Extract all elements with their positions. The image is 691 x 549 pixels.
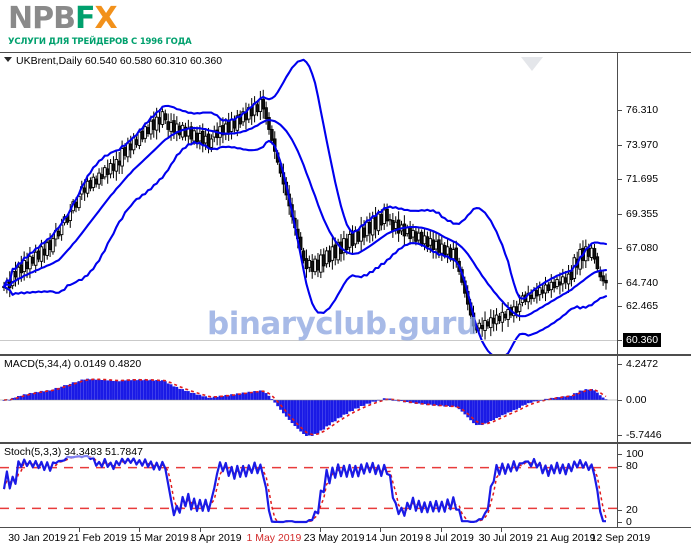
- price-pane: binaryclub.guru UKBrent,Daily 60.540 60.…: [0, 52, 691, 355]
- stoch-axis-tick: [618, 454, 622, 455]
- x-axis-label: 8 Jul 2019: [425, 532, 474, 544]
- macd-axis-tick: [618, 400, 622, 401]
- x-axis-label: 21 Aug 2019: [536, 532, 596, 544]
- price-pane-label-text: UKBrent,Daily 60.540 60.580 60.310 60.36…: [16, 55, 223, 67]
- current-price-line: [0, 340, 617, 341]
- price-axis-label: 69.355: [626, 208, 659, 220]
- macd-pane-label: MACD(5,34,4) 0.0149 0.4820: [4, 358, 142, 370]
- macd-plot-area[interactable]: [0, 356, 618, 442]
- price-axis-tick: [618, 340, 622, 341]
- logo-x-text: X: [94, 1, 117, 36]
- x-axis-tick: [139, 528, 141, 532]
- x-axis-label: 23 May 2019: [303, 532, 365, 544]
- stoch-axis-tick: [618, 466, 622, 467]
- price-axis-tick: [618, 214, 622, 215]
- x-axis-label: 1 May 2019: [246, 532, 302, 544]
- price-axis-label: 76.310: [626, 104, 659, 116]
- macd-axis-label: -5.7446: [626, 429, 662, 441]
- stoch-axis-tick: [618, 522, 622, 523]
- x-axis-tick: [199, 528, 201, 532]
- macd-series-svg: [0, 378, 617, 436]
- price-series-svg: [2, 58, 608, 354]
- x-axis-label: 30 Jul 2019: [478, 532, 533, 544]
- stoch-axis-label: 80: [626, 460, 638, 472]
- price-axis-tick: [618, 179, 622, 180]
- macd-axis-tick: [618, 435, 622, 436]
- price-y-axis: 76.310 73.970 71.695 69.355 67.080 64.740 62.4…: [618, 53, 691, 354]
- stochastic-plot-area[interactable]: [0, 444, 618, 527]
- x-axis-label: 15 Mar 2019: [129, 532, 189, 544]
- macd-axis-tick: [618, 364, 622, 365]
- stoch-axis-label: 100: [626, 448, 644, 460]
- logo-f-text: F: [74, 1, 95, 36]
- x-axis: 30 Jan 2019 21 Feb 2019 15 Mar 2019 8 Apr 2…: [0, 528, 691, 549]
- price-axis-label: 64.740: [626, 277, 659, 289]
- chart-container: binaryclub.guru UKBrent,Daily 60.540 60.…: [0, 52, 691, 549]
- ghost-arrow-icon: [521, 57, 543, 71]
- price-axis-tick: [618, 145, 622, 146]
- stochastic-series-svg: [0, 454, 617, 524]
- x-axis-tick: [380, 528, 382, 532]
- price-pane-label: UKBrent,Daily 60.540 60.580 60.310 60.36…: [4, 55, 223, 67]
- macd-axis-label: 0.00: [626, 394, 647, 406]
- logo-tagline: УСЛУГИ ДЛЯ ТРЕЙДЕРОВ С 1996 ГОДА: [8, 37, 192, 47]
- x-axis-tick: [440, 528, 442, 532]
- price-axis-tick: [618, 283, 622, 284]
- price-axis-tick: [618, 248, 622, 249]
- stoch-axis-label: 20: [626, 504, 638, 516]
- x-axis-tick: [79, 528, 81, 532]
- x-axis-label: 30 Jan 2019: [8, 532, 67, 544]
- macd-axis-label: 4.2472: [626, 358, 659, 370]
- price-axis-label: 73.970: [626, 139, 659, 151]
- x-axis-label: 14 Jun 2019: [365, 532, 424, 544]
- price-axis-label: 67.080: [626, 242, 659, 254]
- stochastic-pane: Stoch(5,3,3) 34.3483 51.7847 100 80 20 0: [0, 443, 691, 528]
- stoch-axis-tick: [618, 510, 622, 511]
- chevron-down-icon[interactable]: [4, 57, 12, 62]
- x-axis-label: 21 Feb 2019: [67, 532, 127, 544]
- x-axis-label: 8 Apr 2019: [190, 532, 242, 544]
- macd-y-axis: 4.2472 0.00 -5.7446: [618, 356, 691, 442]
- stoch-axis-label: 0: [626, 516, 632, 528]
- stochastic-pane-label: Stoch(5,3,3) 34.3483 51.7847: [4, 446, 143, 458]
- logo-wordmark: NPBFX: [8, 1, 118, 36]
- price-axis-tick: [618, 306, 622, 307]
- macd-pane: MACD(5,34,4) 0.0149 0.4820 4.2472 0.00 -5.…: [0, 355, 691, 443]
- price-plot-area[interactable]: binaryclub.guru: [0, 53, 618, 354]
- npbfx-logo: NPBFX УСЛУГИ ДЛЯ ТРЕЙДЕРОВ С 1996 ГОДА: [8, 1, 192, 48]
- current-price-tag: 60.360: [623, 333, 662, 347]
- x-axis-tick: [500, 528, 502, 532]
- x-axis-tick: [320, 528, 322, 532]
- logo-npb-text: NPB: [8, 1, 76, 36]
- price-axis-tick: [618, 110, 622, 111]
- stochastic-y-axis: 100 80 20 0: [618, 444, 691, 528]
- price-axis-label: 62.465: [626, 300, 659, 312]
- page-header: NPBFX УСЛУГИ ДЛЯ ТРЕЙДЕРОВ С 1996 ГОДА: [0, 0, 691, 52]
- price-axis-label: 71.695: [626, 173, 659, 185]
- x-axis-tick: [259, 528, 261, 532]
- x-axis-label: 12 Sep 2019: [590, 532, 651, 544]
